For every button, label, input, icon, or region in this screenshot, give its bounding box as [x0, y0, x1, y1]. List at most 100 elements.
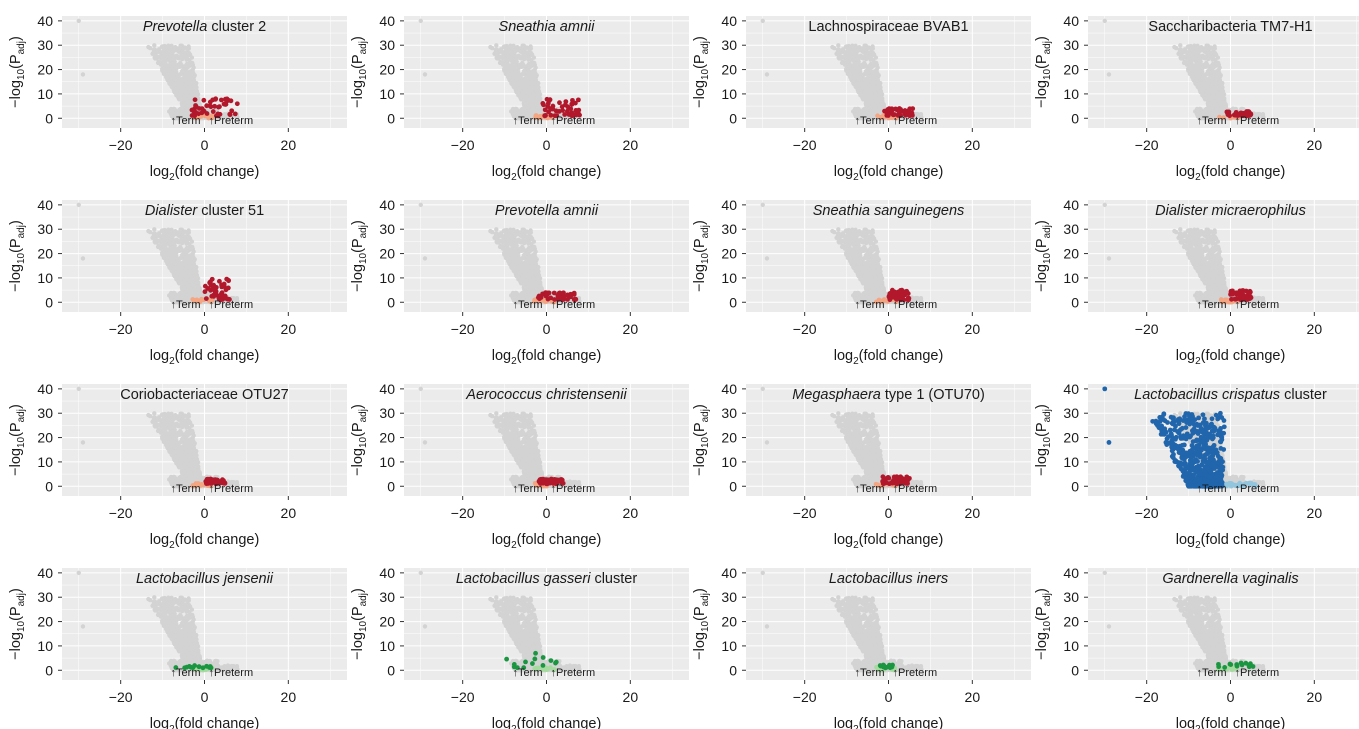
scatter-points	[76, 18, 240, 121]
background-point	[535, 88, 540, 93]
background-point	[220, 115, 225, 121]
background-point	[1210, 104, 1215, 110]
background-point	[529, 71, 534, 77]
background-point	[868, 104, 873, 110]
background-point	[522, 89, 527, 95]
background-point	[178, 71, 184, 77]
significant-point	[548, 112, 554, 118]
background-point	[873, 92, 879, 98]
background-point	[1179, 54, 1184, 60]
background-point	[146, 44, 151, 50]
x-tick-label: −20	[1135, 137, 1159, 153]
background-point	[522, 84, 527, 90]
background-point	[861, 93, 866, 98]
nonsignificant-point	[1221, 115, 1226, 120]
background-point	[919, 115, 924, 121]
background-point	[1187, 50, 1192, 56]
background-point	[862, 77, 868, 82]
y-tick-label: 20	[721, 62, 737, 78]
background-point	[161, 50, 166, 56]
background-point	[857, 111, 862, 116]
background-point	[1181, 49, 1187, 54]
significant-point	[571, 112, 577, 118]
significant-point	[554, 113, 560, 118]
background-point	[1220, 105, 1225, 110]
background-point	[520, 71, 526, 77]
background-point	[846, 65, 852, 70]
annotation-term: ↑Term	[855, 115, 885, 127]
background-point	[488, 44, 493, 50]
background-point	[863, 101, 869, 106]
significant-point	[572, 100, 578, 106]
background-point	[1215, 62, 1221, 67]
background-point	[193, 92, 199, 98]
x-tick-label: −20	[793, 137, 817, 153]
background-point	[190, 72, 196, 77]
significant-point	[232, 111, 238, 117]
background-point	[1177, 47, 1183, 52]
background-point	[513, 60, 518, 66]
background-point	[1219, 92, 1225, 98]
background-point	[181, 93, 186, 99]
x-axis-label: log2(fold change)	[1176, 164, 1286, 183]
background-point	[525, 111, 531, 117]
background-point	[863, 81, 869, 86]
background-point	[851, 70, 856, 75]
background-point	[526, 104, 531, 110]
background-point	[526, 65, 532, 70]
background-point	[511, 43, 516, 49]
background-point	[532, 107, 537, 113]
background-point	[168, 82, 173, 87]
nonsignificant-point	[533, 113, 539, 118]
background-point	[1102, 18, 1107, 24]
background-point	[1205, 101, 1211, 106]
significant-point	[193, 109, 199, 115]
background-point	[869, 100, 875, 105]
background-point	[178, 45, 183, 50]
background-point	[184, 65, 190, 70]
y-tick-label: 10	[379, 86, 395, 102]
significant-point	[208, 104, 214, 110]
significant-point	[212, 103, 218, 109]
background-point	[521, 62, 526, 68]
background-point	[1216, 107, 1221, 113]
background-point	[1210, 65, 1216, 70]
background-point	[523, 93, 528, 99]
significant-point	[199, 106, 205, 112]
background-point	[526, 74, 531, 80]
significant-point	[228, 98, 234, 104]
background-point	[520, 77, 526, 82]
background-point	[532, 72, 538, 77]
significant-point	[218, 97, 224, 103]
background-point	[851, 63, 857, 68]
background-point	[853, 43, 858, 49]
panel-title: Saccharibacteria TM7-H1	[1148, 19, 1312, 35]
background-point	[189, 62, 195, 67]
significant-point	[883, 108, 889, 114]
background-point	[877, 88, 882, 93]
y-tick-label: 0	[1071, 110, 1079, 126]
y-tick-label: 10	[721, 86, 737, 102]
background-point	[535, 92, 541, 98]
y-axis-label: −log10(Padj)	[8, 36, 27, 108]
background-point	[500, 54, 506, 59]
nonsignificant-point	[210, 113, 215, 119]
background-point	[1194, 82, 1199, 87]
background-point	[1198, 82, 1203, 88]
y-axis-label: −log10(Padj)	[1034, 36, 1053, 108]
background-point	[527, 100, 533, 105]
background-point	[918, 111, 924, 117]
background-point	[1194, 48, 1199, 54]
background-point	[871, 71, 876, 77]
background-point	[531, 62, 537, 67]
background-point	[167, 63, 173, 68]
background-point	[151, 47, 157, 52]
background-point	[862, 71, 868, 77]
background-point	[179, 81, 185, 86]
background-point	[1209, 111, 1215, 117]
background-point	[868, 65, 874, 70]
background-point	[1213, 84, 1219, 90]
significant-point	[217, 104, 222, 110]
background-point	[851, 58, 856, 63]
